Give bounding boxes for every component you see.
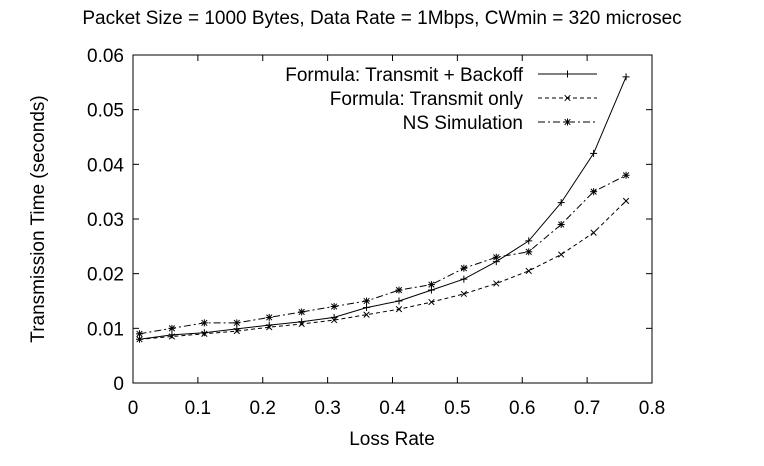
x-tick-label: 0.1 bbox=[185, 398, 211, 419]
y-tick-label: 0.01 bbox=[87, 319, 124, 340]
data-point bbox=[200, 329, 208, 337]
y-tick-label: 0.03 bbox=[87, 210, 124, 231]
legend-label: Formula: Transmit only bbox=[330, 89, 524, 110]
x-tick-label: 0.3 bbox=[314, 398, 340, 419]
series-line bbox=[139, 174, 627, 335]
legend-marker bbox=[564, 70, 571, 78]
x-axis: 0 0.1 0.2 0.3 0.4 0.5 0.6 0.7 0.8 bbox=[128, 55, 665, 419]
legend: Formula: Transmit + Backoff Formula: Tran… bbox=[285, 65, 597, 134]
y-tick-label: 0.05 bbox=[87, 101, 124, 122]
data-point bbox=[525, 237, 533, 245]
series-line bbox=[139, 76, 627, 340]
data-point bbox=[298, 320, 305, 328]
data-point bbox=[200, 319, 208, 327]
x-tick-label: 0.5 bbox=[444, 398, 470, 419]
data-point bbox=[395, 286, 403, 294]
y-axis: 0 0.01 0.02 0.03 0.04 0.05 0.06 bbox=[87, 46, 652, 395]
legend-marker bbox=[564, 118, 571, 126]
data-point bbox=[201, 330, 208, 337]
x-tick-label: 0 bbox=[128, 398, 139, 419]
chart-title: Packet Size = 1000 Bytes, Data Rate = 1M… bbox=[82, 8, 681, 29]
data-point bbox=[136, 336, 143, 343]
data-point bbox=[330, 302, 338, 310]
series-3 bbox=[135, 171, 630, 338]
legend-label: NS Simulation bbox=[403, 113, 523, 134]
data-point bbox=[622, 197, 630, 205]
x-axis-label: Loss Rate bbox=[349, 429, 435, 450]
legend-label: Formula: Transmit + Backoff bbox=[285, 65, 523, 86]
y-tick-label: 0 bbox=[113, 374, 124, 395]
x-tick-label: 0.7 bbox=[574, 398, 600, 419]
data-point bbox=[233, 319, 241, 327]
data-point bbox=[590, 188, 598, 196]
series-2 bbox=[136, 197, 630, 343]
data-point bbox=[135, 330, 143, 338]
series-line bbox=[139, 200, 627, 340]
data-point bbox=[363, 311, 370, 318]
data-point bbox=[525, 267, 532, 275]
data-point bbox=[428, 298, 435, 306]
series-1 bbox=[135, 73, 630, 343]
legend-marker bbox=[564, 94, 571, 102]
y-tick-label: 0.06 bbox=[87, 46, 124, 67]
data-point bbox=[460, 290, 468, 298]
series-layer bbox=[135, 73, 630, 343]
data-point bbox=[492, 253, 500, 261]
data-point bbox=[590, 149, 598, 157]
data-point bbox=[395, 297, 403, 305]
data-point bbox=[460, 275, 468, 283]
x-tick-label: 0.2 bbox=[250, 398, 276, 419]
x-tick-label: 0.4 bbox=[379, 398, 406, 419]
data-point bbox=[590, 229, 597, 236]
data-point bbox=[266, 324, 273, 331]
data-point bbox=[168, 331, 176, 339]
y-axis-label: Transmission Time (seconds) bbox=[28, 95, 49, 342]
data-point bbox=[298, 308, 306, 316]
data-point bbox=[557, 199, 565, 207]
data-point bbox=[427, 281, 435, 289]
data-point bbox=[493, 280, 500, 287]
y-tick-label: 0.02 bbox=[87, 265, 124, 286]
x-tick-label: 0.8 bbox=[639, 398, 665, 419]
data-point bbox=[557, 220, 565, 228]
y-tick-label: 0.04 bbox=[87, 155, 124, 176]
data-point bbox=[233, 327, 240, 335]
data-point bbox=[460, 264, 468, 272]
data-point bbox=[558, 251, 565, 258]
data-point bbox=[363, 297, 371, 305]
data-point bbox=[622, 73, 630, 81]
data-point bbox=[168, 333, 176, 340]
data-point bbox=[363, 304, 371, 312]
data-point bbox=[168, 324, 176, 332]
data-point bbox=[330, 316, 338, 324]
data-point bbox=[622, 171, 630, 179]
x-tick-label: 0.6 bbox=[509, 398, 535, 419]
data-point bbox=[395, 306, 403, 313]
data-point bbox=[265, 313, 273, 321]
data-point bbox=[525, 248, 533, 256]
